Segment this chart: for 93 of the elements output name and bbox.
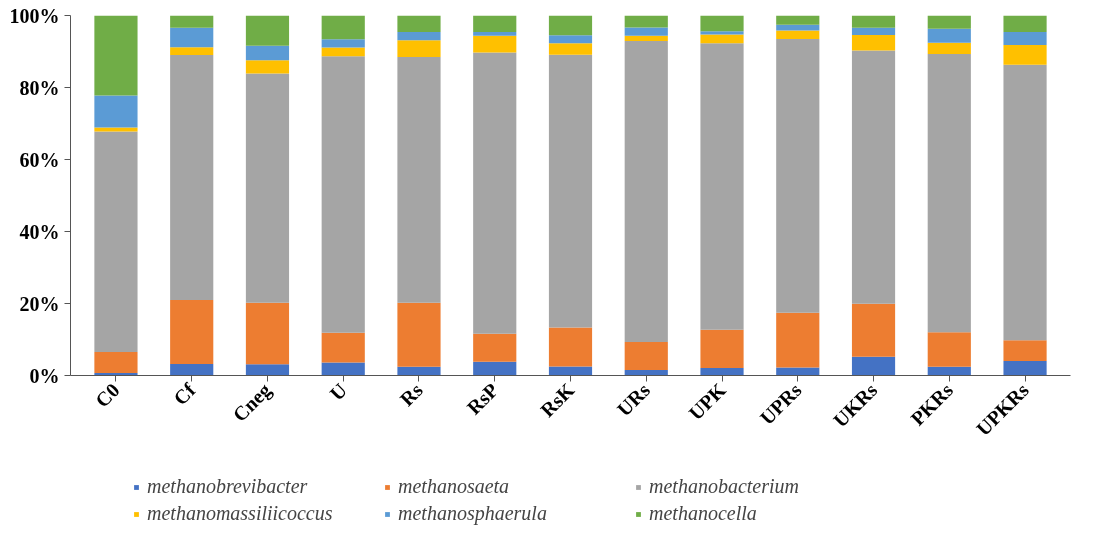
bar — [473, 52, 517, 334]
bar — [776, 38, 820, 313]
bar — [548, 327, 593, 367]
bar — [170, 47, 214, 56]
x-tick-label: Cf — [169, 378, 200, 410]
bar — [321, 56, 365, 333]
bar — [1003, 361, 1047, 376]
bar — [397, 40, 441, 57]
bar — [548, 35, 593, 44]
bar — [245, 364, 290, 376]
bar — [321, 47, 365, 57]
bar — [473, 35, 517, 53]
bar — [245, 302, 290, 365]
bar — [700, 329, 744, 368]
bar — [776, 24, 820, 31]
y-tick-label: 0% — [29, 364, 60, 387]
bar — [170, 15, 214, 28]
bar — [473, 32, 517, 36]
bar — [624, 27, 668, 36]
bar — [927, 54, 971, 333]
bar — [1003, 45, 1047, 65]
bar — [624, 41, 668, 343]
bar — [1003, 340, 1047, 362]
bar — [321, 15, 365, 40]
y-tick-label: 60% — [19, 148, 60, 171]
bar — [321, 362, 365, 376]
bar — [700, 34, 744, 44]
x-tick-label: U — [325, 378, 352, 405]
bar — [321, 332, 365, 363]
legend-label: methanosphaerula — [398, 502, 548, 525]
bar — [624, 370, 668, 376]
bar — [851, 27, 896, 35]
bar — [548, 54, 593, 328]
bar — [776, 312, 820, 368]
bar — [170, 299, 214, 364]
bar — [624, 15, 668, 28]
bar — [473, 333, 517, 362]
bar — [700, 31, 744, 35]
bar — [700, 43, 744, 330]
bar — [700, 15, 744, 32]
x-tick-label: RsP — [462, 378, 503, 419]
bar — [397, 56, 441, 303]
legend-label: methanobrevibacter — [147, 475, 309, 498]
bar — [473, 15, 517, 33]
bar — [776, 15, 820, 25]
bar — [776, 30, 820, 39]
bar — [927, 366, 971, 376]
bar — [321, 39, 365, 48]
legend-label: methanobacterium — [649, 475, 800, 498]
bar — [624, 342, 668, 371]
bar — [170, 27, 214, 48]
y-tick-label: 20% — [19, 292, 60, 315]
bar — [170, 363, 214, 376]
bar — [94, 95, 138, 128]
bar — [397, 15, 441, 33]
x-tick-label: C0 — [90, 378, 124, 412]
x-tick-label: Rs — [395, 378, 427, 410]
bar — [851, 50, 896, 304]
bar — [94, 15, 138, 96]
bar — [851, 15, 896, 28]
y-tick-label: 100% — [9, 4, 60, 27]
bar — [700, 367, 744, 376]
bar — [94, 131, 138, 353]
bar — [397, 366, 441, 376]
bar — [245, 45, 290, 61]
y-tick-label: 80% — [19, 76, 60, 99]
bar — [170, 55, 214, 300]
bar — [94, 352, 138, 373]
bar — [624, 35, 668, 42]
bar — [1003, 64, 1047, 341]
bar — [927, 42, 971, 55]
bar — [1003, 15, 1047, 33]
bar — [1003, 32, 1047, 46]
bar — [245, 60, 290, 74]
bar — [851, 303, 896, 357]
bar — [927, 15, 971, 29]
bar — [245, 15, 290, 46]
legend-label: methanomassiliicoccus — [147, 502, 334, 525]
y-tick-label: 40% — [19, 220, 60, 243]
bar — [927, 28, 971, 43]
bar — [94, 127, 138, 132]
bar — [851, 34, 896, 51]
bar — [397, 32, 441, 41]
bar — [473, 361, 517, 376]
bar — [548, 15, 593, 36]
legend-label: methanocella — [649, 502, 758, 525]
x-tick-label: URs — [612, 378, 655, 421]
bar — [397, 302, 441, 367]
legend-label: methanosaeta — [398, 475, 511, 498]
bar — [927, 332, 971, 367]
bar — [548, 43, 593, 55]
bar — [245, 73, 290, 303]
bar — [851, 356, 896, 376]
